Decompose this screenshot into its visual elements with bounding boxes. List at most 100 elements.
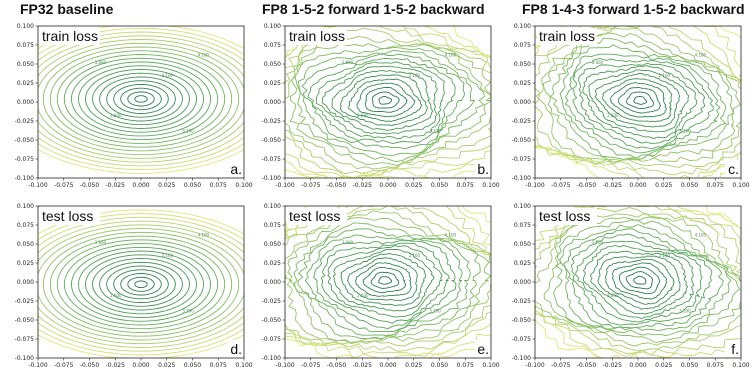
contour-line — [315, 61, 446, 140]
contour-line — [106, 80, 176, 118]
x-tick-label: 0.025 — [158, 182, 175, 189]
x-tick-label: 0.100 — [235, 182, 252, 189]
y-tick-label: 0.000 — [264, 279, 281, 286]
contour-value-label: 3.600 — [592, 60, 604, 65]
y-tick-label: 0.050 — [17, 241, 34, 248]
contour-line — [304, 234, 463, 333]
contour-value-label: 3.100 — [679, 308, 691, 313]
contour-line — [38, 213, 244, 356]
y-tick-label: -0.075 — [15, 156, 35, 163]
y-tick-label: -0.025 — [262, 298, 282, 305]
inset-loss-label: train loss — [289, 28, 345, 44]
x-tick-label: 0.000 — [379, 362, 396, 369]
contour-line — [285, 206, 491, 357]
panel-letter-label: e. — [477, 341, 489, 357]
contour-value-label: 2.600 — [607, 113, 619, 118]
contour-line — [56, 239, 226, 330]
contour-line — [535, 26, 741, 168]
x-tick-label: 0.050 — [681, 182, 698, 189]
y-tick-label: 0.100 — [17, 23, 34, 30]
y-tick-label: 0.050 — [17, 61, 34, 68]
panel-letter-label: a. — [230, 161, 242, 177]
y-tick-label: 0.100 — [264, 203, 281, 210]
x-tick-label: -0.075 — [54, 182, 74, 189]
y-tick-label: 0.075 — [514, 42, 531, 49]
contour-line — [285, 206, 491, 358]
contour-lines: 2.100 2.600 3.100 3.600 4.100 — [285, 26, 491, 178]
y-tick-label: 0.000 — [17, 279, 34, 286]
x-tick-label: 0.025 — [655, 362, 672, 369]
y-tick-label: -0.075 — [262, 336, 282, 343]
contour-line — [332, 248, 435, 312]
contour-line — [597, 255, 681, 310]
contour-line — [38, 26, 244, 174]
x-tick-label: -0.075 — [301, 182, 321, 189]
contour-value-label: 2.600 — [607, 293, 619, 298]
panel-letter-label: c. — [728, 161, 739, 177]
contour-line — [355, 262, 412, 297]
contour-value-label: 4.100 — [695, 232, 707, 237]
y-tick-label: 0.025 — [264, 260, 281, 267]
contour-value-label: 3.100 — [182, 308, 194, 313]
x-tick-label: -0.050 — [577, 182, 597, 189]
contour-value-label: 2.600 — [110, 113, 122, 118]
column-title-fp32: FP32 baseline — [20, 1, 114, 17]
contour-line — [327, 245, 443, 318]
y-tick-label: 0.025 — [17, 260, 34, 267]
x-tick-label: 0.025 — [405, 182, 422, 189]
contour-value-label: 3.100 — [679, 128, 691, 133]
panel-letter-label: f. — [731, 341, 739, 357]
contour-line — [85, 254, 197, 315]
inset-loss-label: test loss — [42, 208, 93, 224]
contour-line — [285, 210, 491, 344]
contour-value-label: 3.600 — [342, 240, 354, 245]
contour-line — [535, 212, 741, 347]
contour-line — [42, 231, 240, 337]
y-tick-label: 0.000 — [514, 99, 531, 106]
panel-letter-label: d. — [230, 341, 242, 357]
y-tick-label: -0.100 — [262, 355, 282, 362]
contour-line — [38, 224, 244, 345]
contour-line — [609, 82, 667, 118]
contour-line — [285, 26, 491, 178]
contour-line — [535, 26, 741, 178]
y-tick-label: -0.050 — [512, 137, 532, 144]
inset-loss-label: test loss — [289, 208, 340, 224]
y-tick-label: 0.050 — [264, 241, 281, 248]
y-tick-label: -0.100 — [512, 175, 532, 182]
y-tick-label: 0.000 — [17, 99, 34, 106]
contour-line — [321, 65, 439, 135]
y-tick-label: 0.025 — [17, 80, 34, 87]
contour-line — [535, 206, 741, 358]
contour-line — [378, 96, 393, 105]
contour-line — [120, 273, 162, 296]
x-tick-label: -0.025 — [603, 182, 623, 189]
x-tick-label: -0.075 — [54, 362, 74, 369]
contour-line — [38, 27, 244, 171]
contour-line — [127, 91, 155, 107]
x-tick-label: -0.050 — [577, 362, 597, 369]
contour-value-label: 2.600 — [357, 293, 369, 298]
x-tick-label: 0.050 — [431, 182, 448, 189]
contour-line — [38, 228, 244, 341]
y-tick-label: -0.025 — [15, 118, 35, 125]
contour-value-label: 4.100 — [695, 52, 707, 57]
y-tick-label: 0.100 — [264, 23, 281, 30]
column-title-fp8-143: FP8 1-4-3 forward 1-5-2 backward — [522, 1, 745, 17]
contour-line — [38, 209, 244, 358]
contour-line — [339, 74, 429, 127]
contour-line — [588, 69, 690, 133]
y-tick-label: 0.050 — [514, 241, 531, 248]
contour-line — [77, 65, 205, 133]
y-tick-label: 0.100 — [514, 23, 531, 30]
y-tick-label: 0.000 — [514, 279, 531, 286]
x-tick-label: 0.000 — [629, 182, 646, 189]
contour-line — [605, 258, 675, 305]
inset-loss-label: train loss — [539, 28, 595, 44]
contour-line — [70, 246, 212, 322]
contour-line — [611, 262, 668, 300]
x-tick-label: 0.075 — [210, 182, 227, 189]
panel-letter-label: b. — [477, 161, 489, 177]
contour-line — [63, 243, 219, 326]
contour-panel-c: 2.100 2.600 3.100 3.600 4.100 0.100 0.075 0.050… — [512, 23, 750, 189]
